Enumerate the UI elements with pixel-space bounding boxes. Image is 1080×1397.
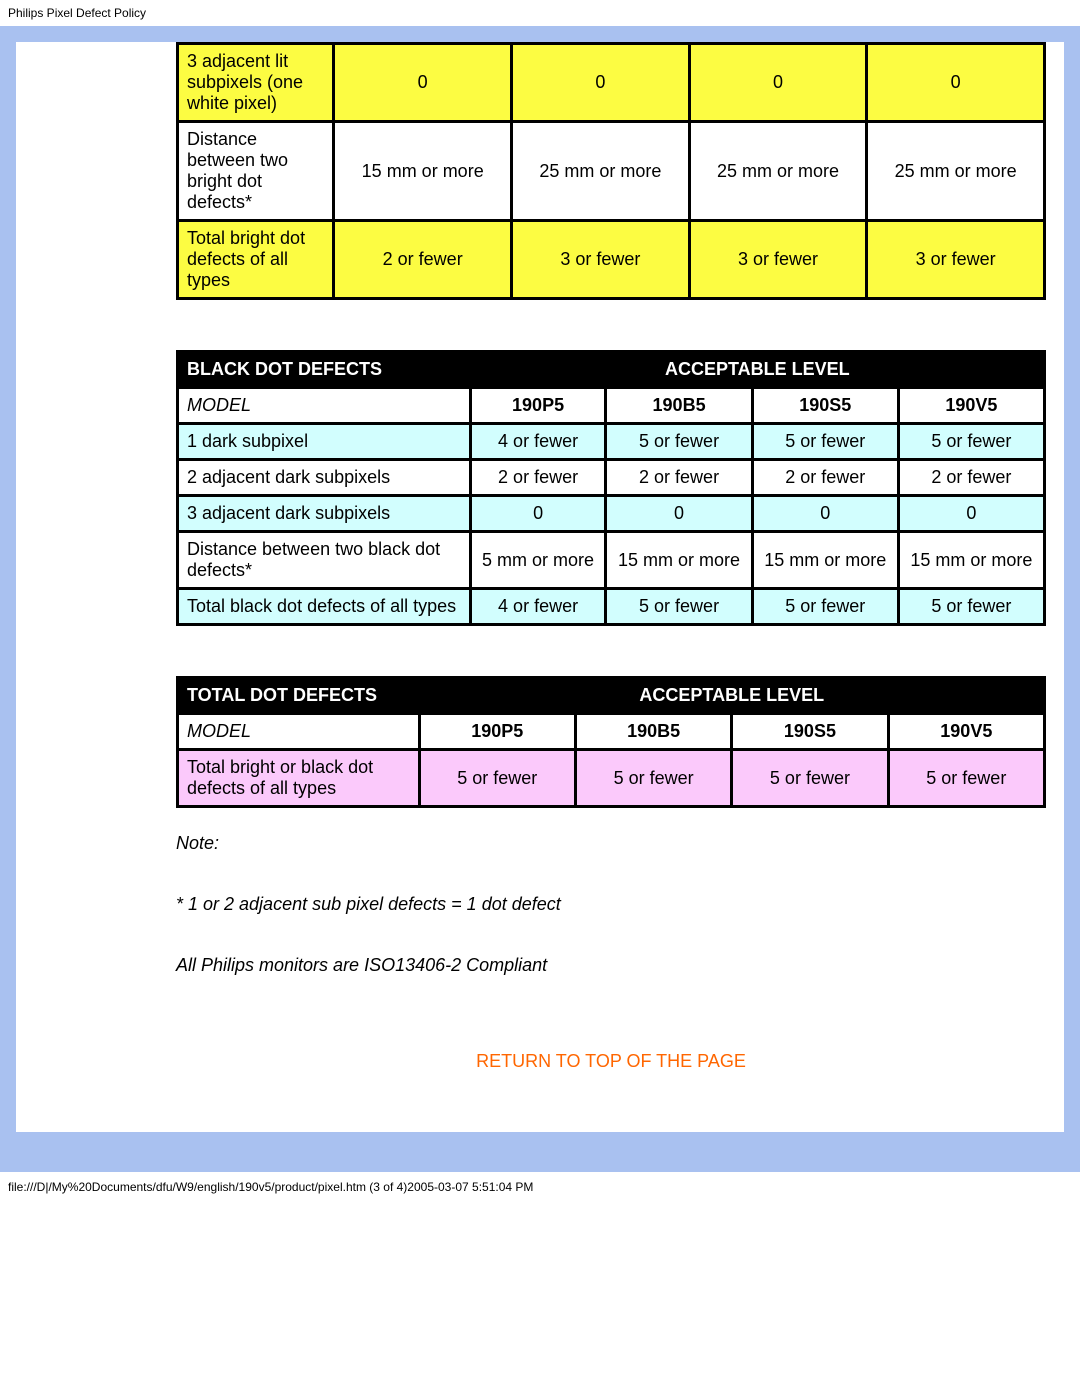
table-row-label: 3 adjacent lit subpixels (one white pixe… (179, 45, 332, 120)
table-row-label: Total bright or black dot defects of all… (179, 751, 418, 805)
black-title-left: BLACK DOT DEFECTS (179, 353, 469, 386)
total-dot-table: TOTAL DOT DEFECTS ACCEPTABLE LEVEL MODEL… (176, 676, 1046, 808)
table-cell: 5 or fewer (733, 751, 886, 805)
table-row-label: 2 adjacent dark subpixels (179, 461, 469, 494)
table-cell: 5 or fewer (900, 425, 1043, 458)
page: Philips Pixel Defect Policy 3 adjacent l… (0, 0, 1080, 1212)
notes-block: Note: * 1 or 2 adjacent sub pixel defect… (176, 828, 1046, 981)
table-row-label: Total black dot defects of all types (179, 590, 469, 623)
black-model-3: 190V5 (900, 389, 1043, 422)
notes-line1: * 1 or 2 adjacent sub pixel defects = 1 … (176, 889, 1046, 920)
table-cell: 3 or fewer (868, 222, 1043, 297)
table-row-label: Total bright dot defects of all types (179, 222, 332, 297)
notes-heading: Note: (176, 828, 1046, 859)
bright-dot-table: 3 adjacent lit subpixels (one white pixe… (176, 42, 1046, 300)
table-cell: 0 (691, 45, 866, 120)
table-cell: 25 mm or more (513, 123, 688, 219)
notes-line2: All Philips monitors are ISO13406-2 Comp… (176, 950, 1046, 981)
table-cell: 0 (900, 497, 1043, 530)
table-row-label: Distance between two black dot defects* (179, 533, 469, 587)
black-model-label: MODEL (179, 389, 469, 422)
table-cell: 5 or fewer (607, 425, 750, 458)
table-cell: 3 or fewer (513, 222, 688, 297)
total-model-0: 190P5 (421, 715, 574, 748)
table-cell: 3 or fewer (691, 222, 866, 297)
content: 3 adjacent lit subpixels (one white pixe… (16, 42, 1064, 1072)
total-title-right: ACCEPTABLE LEVEL (421, 679, 1043, 712)
return-link-wrap: RETURN TO TOP OF THE PAGE (176, 1051, 1046, 1072)
table-cell: 5 or fewer (754, 425, 897, 458)
footer-path: file:///D|/My%20Documents/dfu/W9/english… (0, 1172, 1080, 1212)
table-cell: 15 mm or more (607, 533, 750, 587)
table-cell: 15 mm or more (335, 123, 510, 219)
content-frame: 3 adjacent lit subpixels (one white pixe… (0, 26, 1080, 1172)
table-cell: 0 (868, 45, 1043, 120)
table-cell: 0 (335, 45, 510, 120)
black-model-1: 190B5 (607, 389, 750, 422)
table-cell: 4 or fewer (472, 590, 605, 623)
black-model-0: 190P5 (472, 389, 605, 422)
table-cell: 5 or fewer (754, 590, 897, 623)
total-title-left: TOTAL DOT DEFECTS (179, 679, 418, 712)
table-cell: 5 or fewer (607, 590, 750, 623)
table-cell: 5 or fewer (421, 751, 574, 805)
table-cell: 0 (754, 497, 897, 530)
table-cell: 15 mm or more (900, 533, 1043, 587)
table-row-label: 1 dark subpixel (179, 425, 469, 458)
table-cell: 5 or fewer (890, 751, 1043, 805)
table-cell: 5 mm or more (472, 533, 605, 587)
total-model-1: 190B5 (577, 715, 730, 748)
table-cell: 2 or fewer (900, 461, 1043, 494)
header-path: Philips Pixel Defect Policy (0, 0, 1080, 26)
black-dot-table: BLACK DOT DEFECTS ACCEPTABLE LEVEL MODEL… (176, 350, 1046, 626)
table-cell: 25 mm or more (868, 123, 1043, 219)
table-row-label: 3 adjacent dark subpixels (179, 497, 469, 530)
total-model-label: MODEL (179, 715, 418, 748)
table-cell: 2 or fewer (607, 461, 750, 494)
table-cell: 15 mm or more (754, 533, 897, 587)
total-model-2: 190S5 (733, 715, 886, 748)
table-cell: 5 or fewer (900, 590, 1043, 623)
return-to-top-link[interactable]: RETURN TO TOP OF THE PAGE (476, 1051, 746, 1071)
table-cell: 2 or fewer (335, 222, 510, 297)
table-cell: 25 mm or more (691, 123, 866, 219)
table-cell: 2 or fewer (754, 461, 897, 494)
table-cell: 2 or fewer (472, 461, 605, 494)
content-panel: 3 adjacent lit subpixels (one white pixe… (16, 42, 1064, 1132)
table-cell: 0 (607, 497, 750, 530)
total-model-3: 190V5 (890, 715, 1043, 748)
table-cell: 4 or fewer (472, 425, 605, 458)
table-cell: 0 (513, 45, 688, 120)
table-row-label: Distance between two bright dot defects* (179, 123, 332, 219)
table-cell: 5 or fewer (577, 751, 730, 805)
table-cell: 0 (472, 497, 605, 530)
black-model-2: 190S5 (754, 389, 897, 422)
black-title-right: ACCEPTABLE LEVEL (472, 353, 1043, 386)
